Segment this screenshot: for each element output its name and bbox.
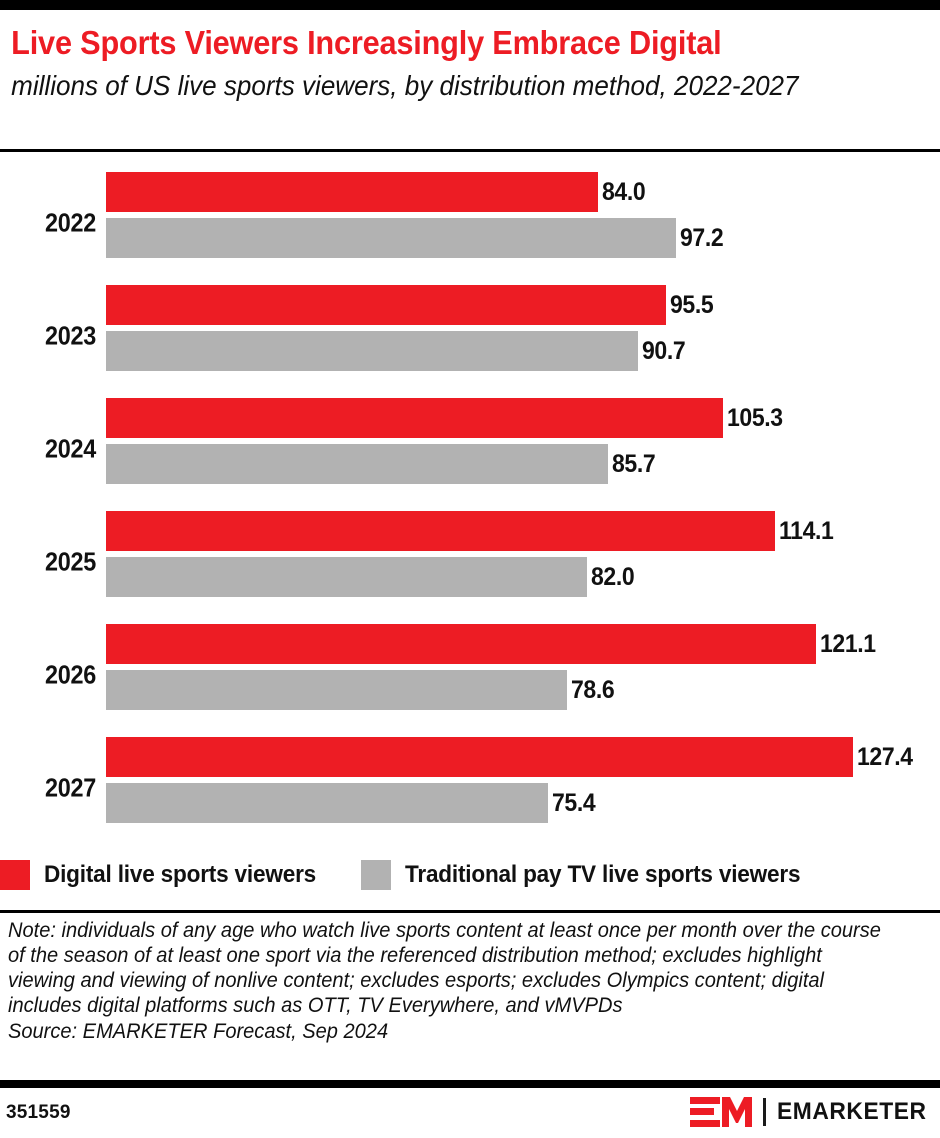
footer: 351559 EMARKETER — [0, 1088, 940, 1138]
em-monogram-icon — [689, 1097, 752, 1127]
bar-group: 2023 95.5 90.7 — [0, 279, 940, 392]
bar-group: 2025 114.1 82.0 — [0, 505, 940, 618]
header-divider — [0, 149, 940, 152]
bar-value-label: 105.3 — [727, 403, 783, 432]
bar-value-label: 97.2 — [679, 223, 724, 252]
notes-divider — [0, 910, 940, 913]
bar-row: 78.6 — [106, 670, 618, 710]
bar-traditional — [106, 331, 638, 371]
bar-traditional — [106, 670, 567, 710]
bar-value-label: 127.4 — [856, 742, 913, 771]
category-label: 2022 — [45, 207, 96, 237]
bar-digital — [106, 172, 599, 212]
legend-item-traditional: Traditional pay TV live sports viewers — [361, 860, 826, 890]
category-label: 2027 — [45, 772, 96, 802]
legend-label-traditional: Traditional pay TV live sports viewers — [405, 861, 801, 888]
source-text: Source: EMARKETER Forecast, Sep 2024 — [8, 1020, 389, 1043]
bar-row: 95.5 — [106, 285, 717, 325]
legend-swatch-digital — [0, 860, 30, 890]
top-rule — [0, 0, 940, 10]
bar-value-label: 84.0 — [602, 177, 646, 206]
header: Live Sports Viewers Increasingly Embrace… — [0, 10, 940, 102]
logo-divider — [762, 1098, 766, 1126]
bar-row: 75.4 — [106, 783, 599, 823]
bar-traditional — [106, 218, 676, 258]
bar-row: 82.0 — [106, 557, 638, 597]
bar-digital — [106, 737, 853, 777]
category-label: 2023 — [45, 320, 96, 350]
bar-digital — [106, 624, 816, 664]
bar-row: 84.0 — [106, 172, 649, 212]
bar-value-label: 114.1 — [778, 516, 834, 545]
bar-digital — [106, 511, 775, 551]
bar-traditional — [106, 783, 548, 823]
chart-legend: Digital live sports viewers Traditional … — [0, 855, 940, 895]
legend-label-digital: Digital live sports viewers — [44, 861, 317, 888]
emarketer-logo: EMARKETER — [689, 1096, 934, 1128]
page-subtitle: millions of US live sports viewers, by d… — [11, 70, 799, 101]
bar-traditional — [106, 557, 587, 597]
bar-row: 121.1 — [106, 624, 880, 664]
bar-value-label: 85.7 — [612, 449, 656, 478]
bar-row: 90.7 — [106, 331, 689, 371]
brand-name: EMARKETER — [776, 1098, 927, 1125]
category-label: 2025 — [45, 546, 96, 576]
bar-group: 2026 121.1 78.6 — [0, 618, 940, 731]
note-text: Note: individuals of any age who watch l… — [8, 919, 881, 1017]
bar-value-label: 82.0 — [590, 562, 635, 591]
bar-digital — [106, 398, 724, 438]
category-label: 2024 — [45, 433, 96, 463]
bar-value-label: 90.7 — [641, 336, 686, 365]
legend-item-digital: Digital live sports viewers — [0, 860, 333, 890]
bar-row: 97.2 — [106, 218, 727, 258]
bar-group: 2024 105.3 85.7 — [0, 392, 940, 505]
bar-value-label: 95.5 — [669, 290, 714, 319]
bar-value-label: 78.6 — [570, 675, 615, 704]
bar-value-label: 121.1 — [819, 629, 876, 658]
bar-value-label: 75.4 — [551, 788, 596, 817]
notes-block: Note: individuals of any age who watch l… — [0, 918, 940, 1044]
category-label: 2026 — [45, 659, 96, 689]
bar-row: 114.1 — [106, 511, 838, 551]
page-title: Live Sports Viewers Increasingly Embrace… — [11, 24, 722, 61]
bar-traditional — [106, 444, 609, 484]
bar-chart: 2022 84.0 97.2 2023 95.5 90.7 2024 105.3 85.7 202… — [0, 166, 940, 846]
bar-row: 105.3 — [106, 398, 788, 438]
bar-row: 127.4 — [106, 737, 917, 777]
footer-divider — [0, 1080, 940, 1088]
figure-id: 351559 — [6, 1102, 71, 1123]
bar-row: 85.7 — [106, 444, 659, 484]
bar-group: 2027 127.4 75.4 — [0, 731, 940, 844]
bar-digital — [106, 285, 666, 325]
legend-swatch-traditional — [361, 860, 392, 890]
bar-group: 2022 84.0 97.2 — [0, 166, 940, 279]
